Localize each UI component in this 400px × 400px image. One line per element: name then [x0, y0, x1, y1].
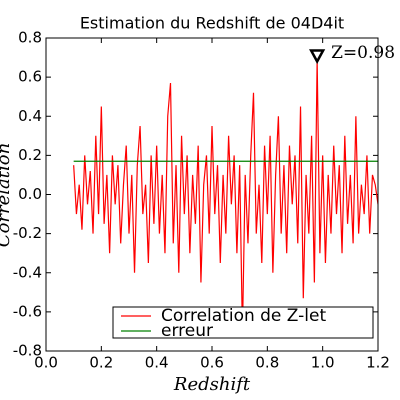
- series-line: [73, 59, 378, 334]
- legend-box: [112, 306, 374, 339]
- y-tick-label: -0.2: [13, 224, 42, 242]
- x-tick-label: 0.2: [89, 354, 113, 372]
- y-tick-label: -0.6: [13, 302, 42, 320]
- x-tick-label: 0.0: [34, 354, 58, 372]
- annotation: Z=0.98: [331, 43, 395, 63]
- y-tick-label: 0.4: [18, 107, 42, 125]
- x-tick-label: 1.2: [366, 354, 390, 372]
- chart-title: Estimation du Redshift de 04D4it: [80, 14, 344, 33]
- y-tick-label: 0.6: [18, 68, 42, 86]
- axes-frame: [45, 37, 379, 352]
- y-tick-label: -0.8: [13, 342, 42, 360]
- legend-label: Correlation de Z-let: [161, 306, 326, 326]
- x-axis-label: Redshift: [173, 374, 251, 395]
- y-tick-label: 0.0: [18, 185, 42, 203]
- y-axis-label: Correlation: [0, 143, 14, 247]
- annotation-marker: [309, 49, 326, 65]
- x-tick-label: 0.4: [145, 354, 169, 372]
- x-tick-label: 1.0: [311, 354, 335, 372]
- x-tick-label: 0.8: [255, 354, 279, 372]
- y-tick-label: 0.2: [18, 146, 42, 164]
- y-tick-label: -0.4: [13, 263, 42, 281]
- legend-label: erreur: [161, 321, 213, 341]
- y-tick-label: 0.8: [18, 29, 42, 47]
- x-tick-label: 0.6: [200, 354, 224, 372]
